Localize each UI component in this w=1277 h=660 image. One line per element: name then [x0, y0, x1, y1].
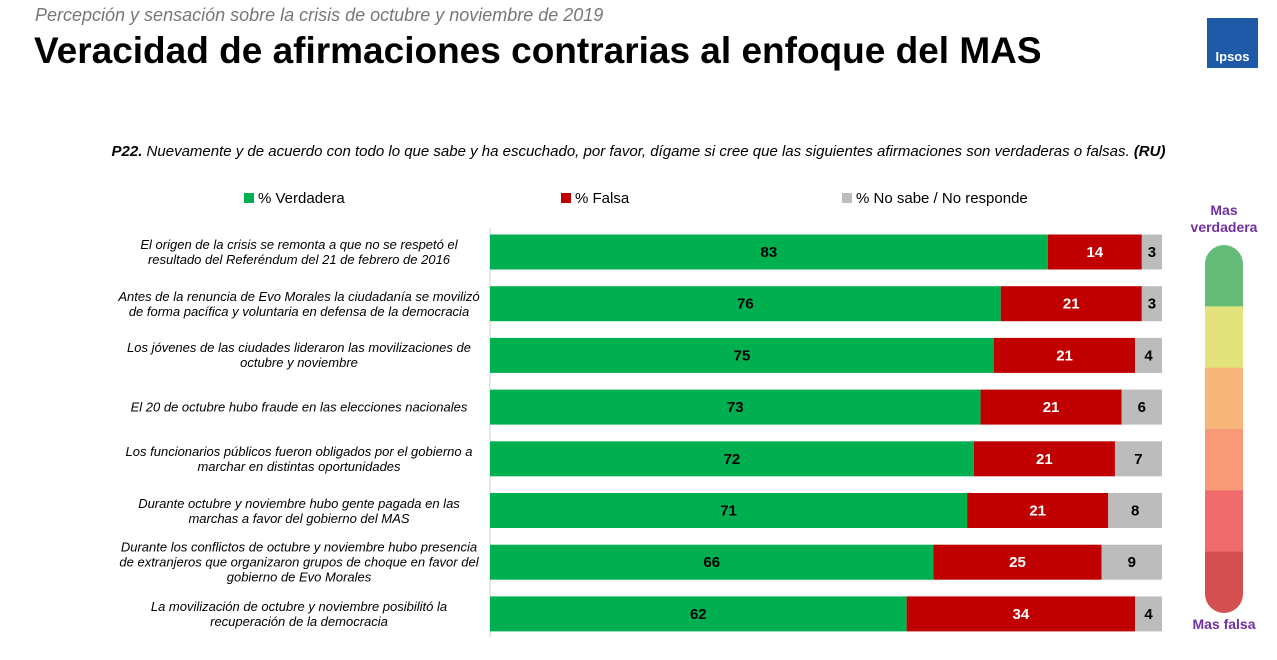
- bar-segment: [1135, 337, 1162, 373]
- bar-segment: [1114, 441, 1162, 477]
- legend-label: % Falsa: [575, 190, 630, 207]
- category-label: Durante octubre y noviembre hubo gente p…: [138, 495, 460, 526]
- bar-segment: [490, 286, 1001, 322]
- value-label: 6: [1138, 399, 1146, 416]
- scale-top: Mas verdadera: [1190, 202, 1258, 235]
- category-label: Los jóvenes de las ciudades lideraron la…: [127, 340, 471, 371]
- category-label: El origen de la crisis se remonta a que …: [140, 237, 458, 267]
- scale-segment: [1205, 429, 1243, 492]
- value-label: 25: [1009, 554, 1026, 571]
- question-label: P22.: [111, 143, 143, 160]
- scale-bar: [1205, 245, 1243, 613]
- value-label: 62: [690, 606, 707, 623]
- category-label: La movilización de octubre y noviembre p…: [150, 598, 448, 629]
- logo: Ipsos: [1207, 18, 1258, 68]
- legend-swatch: [842, 193, 852, 203]
- value-label: 7: [1134, 451, 1142, 468]
- bar-segment: [490, 544, 934, 580]
- bar-segment: [490, 596, 907, 632]
- bar-segment: [1047, 234, 1142, 270]
- legend-label: % No sabe / No responde: [856, 190, 1028, 207]
- bar-segment: [1101, 544, 1162, 580]
- title: Veracidad de afirmaciones contrarias al …: [34, 30, 1042, 71]
- bar-segment: [906, 596, 1136, 632]
- value-label: 21: [1056, 347, 1073, 364]
- legend-swatch: [561, 193, 571, 203]
- bar-segment: [1141, 234, 1162, 270]
- category-label: Durante los conflictos de octubre y novi…: [119, 539, 479, 585]
- question-suffix: (RU): [1133, 143, 1166, 160]
- value-label: 71: [720, 502, 737, 519]
- scale-segment: [1205, 306, 1243, 369]
- bar-segment: [967, 493, 1109, 528]
- scale-segment: [1205, 367, 1243, 430]
- value-label: 83: [761, 244, 778, 261]
- bar-segment: [490, 441, 974, 477]
- value-label: 14: [1086, 244, 1103, 261]
- value-label: 73: [727, 399, 744, 416]
- question: P22. Nuevamente y de acuerdo con todo lo…: [0, 143, 1277, 160]
- value-label: 21: [1063, 296, 1080, 313]
- value-label: 3: [1148, 296, 1156, 313]
- legend-swatch: [244, 193, 254, 203]
- subtitle: Percepción y sensación sobre la crisis d…: [35, 5, 604, 25]
- category-label: Antes de la renuncia de Evo Morales la c…: [118, 288, 480, 319]
- value-label: 76: [737, 296, 754, 313]
- category-label: Los funcionarios públicos fueron obligad…: [125, 443, 473, 474]
- scale-bottom: Mas falsa: [1192, 616, 1256, 632]
- value-label: 66: [703, 554, 720, 571]
- bar-segment: [490, 389, 981, 425]
- bar-segment: [1135, 596, 1162, 632]
- value-label: 21: [1036, 451, 1053, 468]
- bar-segment: [1141, 286, 1162, 322]
- value-label: 72: [724, 451, 741, 468]
- value-label: 8: [1131, 502, 1139, 519]
- scale-segment: [1205, 245, 1243, 308]
- bar-segment: [980, 389, 1122, 425]
- value-label: 4: [1144, 606, 1153, 623]
- scale-segment: [1205, 490, 1243, 553]
- scale-segment: [1205, 551, 1243, 613]
- bar-segment: [490, 337, 994, 373]
- bar-segment: [1000, 286, 1142, 322]
- category-label: El 20 de octubre hubo fraude en las elec…: [130, 399, 468, 415]
- question-text: Nuevamente y de acuerdo con todo lo que …: [146, 143, 1130, 160]
- value-label: 4: [1144, 347, 1153, 364]
- bar-segment: [1108, 493, 1162, 528]
- legend-label: % Verdadera: [258, 190, 345, 207]
- value-label: 75: [734, 347, 751, 364]
- value-label: 34: [1013, 606, 1030, 623]
- bar-segment: [994, 337, 1136, 373]
- bar-segment: [933, 544, 1102, 580]
- bar-segment: [490, 493, 968, 528]
- bar-segment: [973, 441, 1115, 477]
- bar-segment: [490, 234, 1048, 270]
- value-label: 3: [1148, 244, 1156, 261]
- value-label: 21: [1043, 399, 1060, 416]
- bar-segment: [1121, 389, 1162, 425]
- value-label: 21: [1029, 502, 1046, 519]
- value-label: 9: [1128, 554, 1136, 571]
